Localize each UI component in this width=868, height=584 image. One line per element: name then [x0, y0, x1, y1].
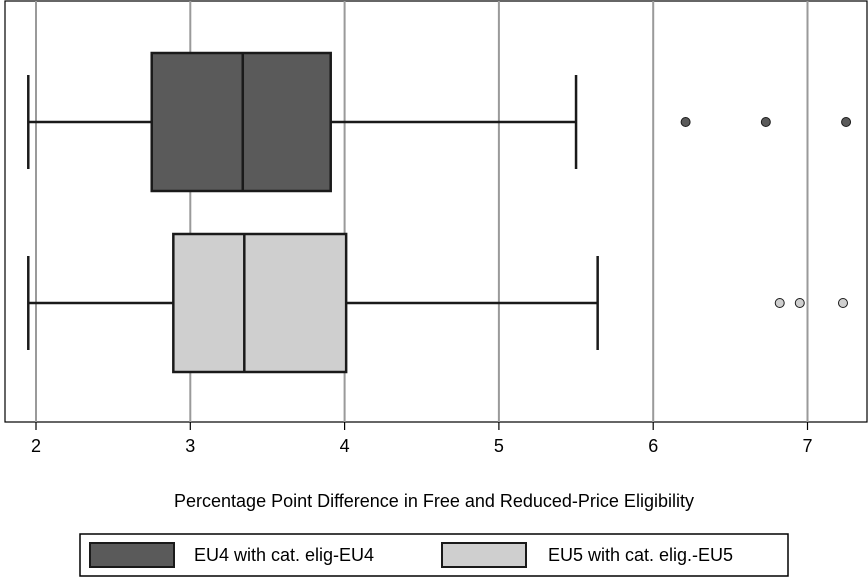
- x-tick-label-5: 5: [494, 436, 504, 456]
- box-series: [27, 51, 852, 374]
- legend-label-2: EU5 with cat. elig.-EU5: [548, 545, 733, 565]
- outlier-point-2: [760, 117, 771, 127]
- legend: EU4 with cat. elig-EU4 EU5 with cat. elig…: [79, 533, 789, 577]
- x-tick-label-2: 2: [31, 436, 41, 456]
- outlier-point-3: [837, 298, 848, 308]
- box-iqr: [150, 51, 332, 193]
- box-iqr: [172, 232, 348, 374]
- outlier-point-1: [680, 117, 691, 127]
- x-tick-label-4: 4: [340, 436, 350, 456]
- x-axis-ticks: 2 3 4 5 6 7: [31, 422, 813, 456]
- outlier-point-3: [841, 117, 852, 127]
- outlier-point-1: [774, 298, 785, 308]
- legend-swatch-1: [89, 542, 175, 568]
- x-tick-label-7: 7: [802, 436, 812, 456]
- x-axis-title: Percentage Point Difference in Free and …: [174, 491, 694, 511]
- box-series-1: [27, 51, 852, 193]
- legend-swatch-2: [441, 542, 527, 568]
- legend-frame: [79, 533, 789, 577]
- plot-area: [4, 0, 868, 423]
- legend-label-1: EU4 with cat. elig-EU4: [194, 545, 374, 565]
- x-tick-label-6: 6: [648, 436, 658, 456]
- box-series-2: [27, 232, 848, 374]
- x-tick-label-3: 3: [185, 436, 195, 456]
- outlier-point-2: [794, 298, 805, 308]
